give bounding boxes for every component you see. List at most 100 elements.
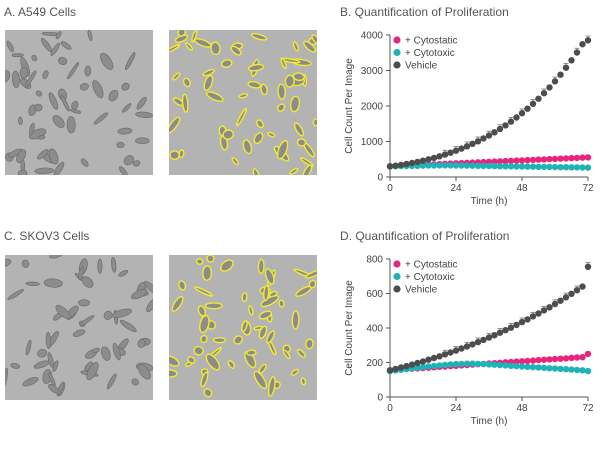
data-point	[524, 357, 531, 365]
data-point	[469, 360, 476, 367]
data-point	[458, 360, 465, 368]
cell-shape	[205, 353, 221, 371]
cell-shape	[72, 329, 86, 337]
cell-shape	[81, 276, 94, 288]
x-tick-label: 72	[582, 183, 594, 194]
cell-shape	[28, 104, 37, 116]
cell-shape	[236, 107, 248, 127]
cell-shape	[53, 161, 65, 175]
cell-shape	[131, 288, 148, 300]
data-point	[540, 307, 548, 314]
data-point	[414, 364, 421, 371]
cell-shape	[305, 338, 314, 350]
data-point	[529, 364, 537, 371]
cell-shape	[252, 168, 261, 175]
data-point	[513, 114, 520, 121]
cell-shape	[36, 149, 49, 160]
data-point	[535, 310, 542, 317]
cell-shape	[267, 376, 276, 397]
data-point	[392, 365, 399, 373]
x-axis-label: Time (h)	[471, 416, 508, 427]
data-point	[573, 164, 581, 171]
y-tick-label: 800	[366, 255, 383, 266]
data-point	[474, 138, 482, 145]
data-point	[480, 135, 487, 142]
cell-shape	[257, 258, 265, 275]
data-point	[403, 362, 410, 370]
data-point	[430, 154, 438, 162]
y-tick-label: 0	[377, 393, 383, 404]
data-point	[491, 129, 498, 136]
data-point	[447, 361, 454, 368]
data-point	[568, 57, 575, 64]
legend-marker	[393, 48, 401, 57]
cell-shape	[6, 40, 14, 53]
cell-shape	[71, 100, 79, 110]
data-point	[562, 155, 570, 162]
cell-shape	[33, 360, 50, 369]
data-point	[551, 155, 559, 163]
cell-shape	[292, 41, 300, 52]
cell-shape	[55, 31, 62, 40]
data-point	[518, 318, 526, 326]
data-point	[546, 84, 553, 91]
data-point	[562, 355, 570, 362]
cell-shape	[282, 349, 291, 360]
cell-shape	[248, 305, 254, 316]
cell-shape	[284, 74, 295, 88]
cell-shape	[267, 131, 276, 138]
cell-shape	[238, 93, 249, 99]
data-point	[579, 154, 586, 161]
data-point	[408, 159, 416, 167]
data-point	[408, 361, 416, 368]
data-point	[524, 156, 531, 164]
cell-shape	[200, 334, 208, 344]
cell-shape	[35, 90, 43, 97]
cell-shape	[264, 268, 275, 285]
cell-shape	[67, 62, 80, 80]
data-point	[430, 162, 438, 169]
data-point	[441, 162, 449, 169]
cell-shape	[233, 335, 243, 345]
cell-shape	[5, 258, 12, 267]
cell-shape	[18, 116, 23, 126]
cell-shape	[60, 94, 70, 112]
cell-shape	[204, 302, 223, 310]
cell-shape	[137, 364, 151, 380]
cell-shape	[132, 160, 141, 167]
cell-shape	[253, 325, 263, 331]
cell-shape	[171, 295, 184, 312]
cell-shape	[42, 70, 49, 79]
cell-shape	[108, 89, 119, 102]
data-point	[535, 356, 542, 364]
cell-shape	[200, 371, 209, 388]
data-point	[546, 356, 553, 363]
cell-shape	[194, 38, 212, 48]
cell-shape	[263, 284, 270, 302]
data-point	[551, 300, 559, 308]
x-tick-label: 24	[450, 403, 462, 414]
cell-shape	[86, 362, 99, 381]
cell-shape	[118, 270, 129, 277]
legend-marker	[393, 285, 401, 293]
cell-shape	[24, 70, 37, 89]
cell-shape	[117, 127, 133, 135]
cell-shape	[205, 91, 224, 102]
legend-marker	[393, 272, 401, 281]
data-point	[469, 140, 476, 147]
cell-shape	[277, 103, 286, 112]
cell-shape	[193, 345, 204, 356]
cell-shape	[187, 356, 196, 364]
cell-shape	[241, 292, 248, 303]
chart-b-svg: 0 1000 2000 3000 4000 0 24 48 72 Time (h) Cell Cou…	[344, 31, 594, 208]
cell-shape	[212, 337, 227, 344]
data-point	[419, 358, 427, 365]
data-point	[535, 163, 542, 170]
cell-shape	[277, 83, 286, 100]
cell-shape	[227, 360, 236, 369]
data-point	[403, 160, 410, 168]
data-point	[535, 156, 542, 163]
data-point	[447, 162, 454, 169]
x-tick-label: 48	[516, 403, 528, 414]
cell-shape	[11, 53, 24, 58]
